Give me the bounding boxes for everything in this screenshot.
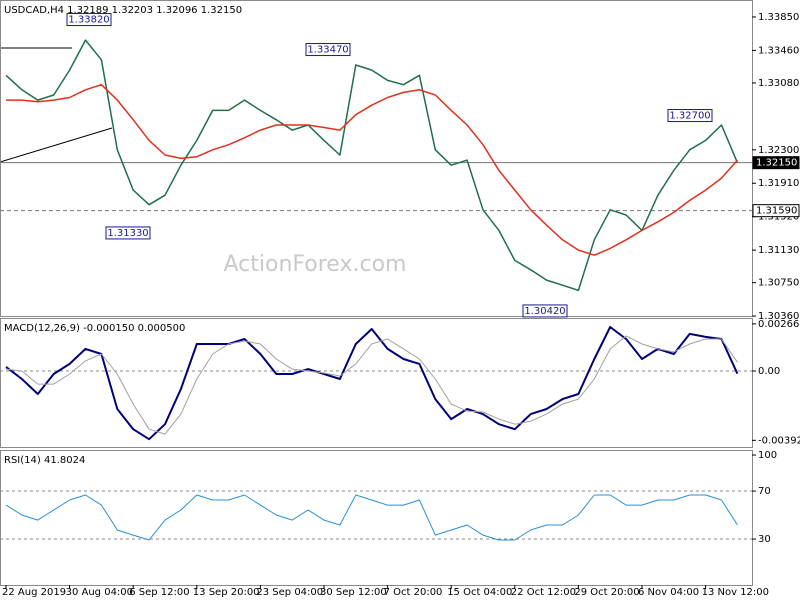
panel-title: MACD(12,26,9) -0.000150 0.000500 (4, 323, 185, 334)
y-tick-label: 1.30360 (758, 311, 799, 322)
series-line (5, 335, 738, 435)
x-tick-label: 15 Oct 04:00 (447, 587, 512, 598)
annotation-box (305, 43, 351, 57)
x-tick-label: 23 Sep 04:00 (256, 587, 323, 598)
panel-title: USDCAD,H4 1.32189 1.32203 1.32096 1.3215… (4, 5, 242, 16)
annotation-label: 1.33470 (307, 45, 348, 56)
y-tick-label: 1.33080 (758, 78, 799, 89)
series-line (5, 39, 739, 292)
y-tick-label: 1.31910 (758, 178, 799, 189)
y-tick-label: 70 (758, 486, 771, 497)
x-tick-label: 30 Aug 04:00 (66, 587, 133, 598)
annotation-box (522, 304, 568, 318)
x-tick-label: 6 Sep 12:00 (129, 587, 189, 598)
panel-frame (0, 450, 753, 586)
price-level-box (752, 204, 800, 218)
y-tick-label: 0.00 (758, 366, 780, 377)
y-tick-label: 1.33850 (758, 12, 799, 23)
panel-frame (0, 318, 753, 448)
trend-line (0, 127, 113, 163)
y-tick-label: -0.003922 (758, 435, 800, 446)
annotation-box (667, 109, 713, 123)
y-tick-label: 0.002667 (758, 319, 800, 330)
y-tick-label: 1.31130 (758, 245, 799, 256)
annotation-label: 1.31330 (107, 228, 148, 239)
price-level-box (752, 156, 800, 170)
series-line (5, 326, 739, 441)
annotation-label: 1.33820 (68, 15, 109, 26)
x-tick-label: 22 Oct 12:00 (511, 587, 576, 598)
x-tick-label: 29 Oct 20:00 (574, 587, 639, 598)
y-tick-label: 1.33460 (758, 45, 799, 56)
x-tick-label: 13 Nov 12:00 (702, 587, 769, 598)
price-level-label: 1.31590 (756, 206, 797, 217)
panel-title: RSI(14) 41.8024 (4, 455, 85, 466)
x-tick-label: 7 Oct 20:00 (384, 587, 443, 598)
annotation-label: 1.32700 (669, 111, 710, 122)
x-tick-label: 6 Nov 04:00 (638, 587, 699, 598)
annotation-box (105, 226, 151, 240)
series-line (5, 494, 738, 541)
price-level-label: 1.32150 (756, 158, 797, 169)
y-tick-label: 1.30750 (758, 278, 799, 289)
y-tick-label: 1.32300 (758, 145, 799, 156)
x-tick-label: 22 Aug 2019 (2, 587, 66, 598)
annotation-box (66, 13, 112, 27)
y-tick-label: 30 (758, 534, 771, 545)
x-tick-label: 13 Sep 20:00 (193, 587, 260, 598)
watermark: ActionForex.com (224, 252, 407, 277)
x-tick-label: 30 Sep 12:00 (320, 587, 387, 598)
annotation-label: 1.30420 (524, 306, 565, 317)
series-line (6, 83, 738, 256)
y-tick-label: 100 (758, 450, 777, 461)
